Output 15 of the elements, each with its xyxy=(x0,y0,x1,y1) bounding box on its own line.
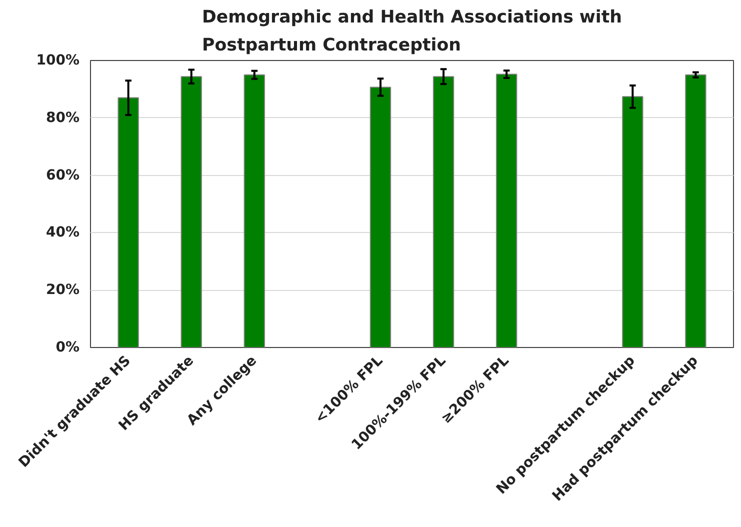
y-tick-label: 40% xyxy=(46,224,80,241)
y-tick-label: 60% xyxy=(46,167,80,184)
bar xyxy=(622,96,644,348)
bar xyxy=(180,76,202,348)
chart-title: Demographic and Health Associations with Postpartum Contraception xyxy=(202,8,622,56)
bar xyxy=(370,86,392,348)
bar xyxy=(244,74,265,348)
bar xyxy=(432,76,454,348)
y-tick-label: 100% xyxy=(36,52,80,68)
y-tick-label: 20% xyxy=(46,282,80,298)
y-tick-label: 0% xyxy=(56,340,80,356)
y-tick-label: 80% xyxy=(46,110,80,126)
bar xyxy=(118,97,139,348)
bar xyxy=(496,74,518,348)
bar xyxy=(685,74,706,348)
